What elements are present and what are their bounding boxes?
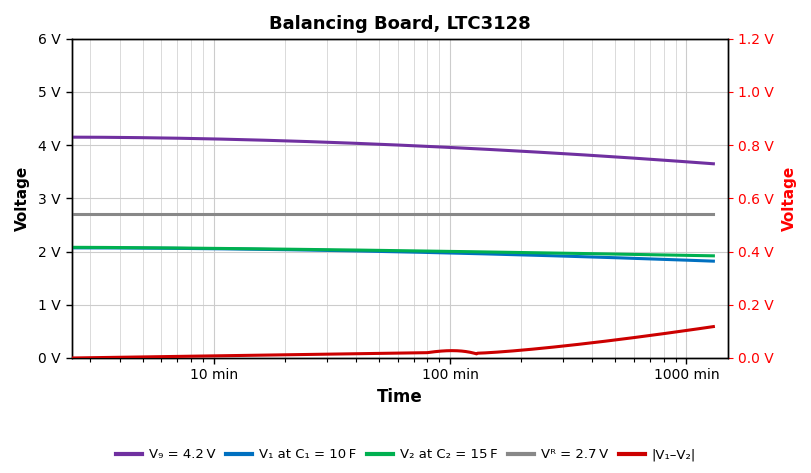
Legend: V₉ = 4.2 V, V₁ at C₁ = 10 F, V₂ at C₂ = 15 F, Vᴿ = 2.7 V, |V₁–V₂|: V₉ = 4.2 V, V₁ at C₁ = 10 F, V₂ at C₂ = …: [110, 443, 701, 466]
X-axis label: Time: Time: [376, 388, 423, 406]
Title: Balancing Board, LTC3128: Balancing Board, LTC3128: [268, 15, 530, 33]
Y-axis label: Voltage: Voltage: [15, 166, 30, 231]
Y-axis label: Voltage: Voltage: [781, 166, 796, 231]
